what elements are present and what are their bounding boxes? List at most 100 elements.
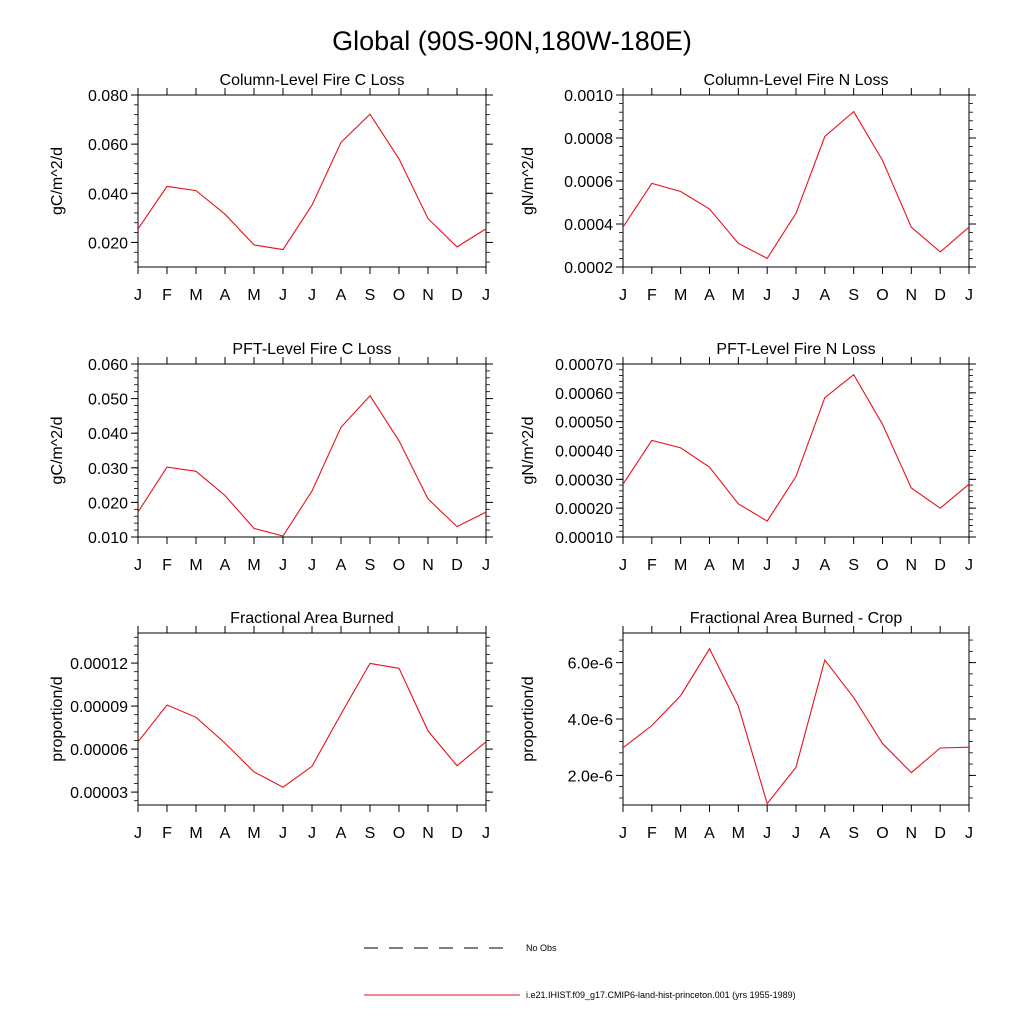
x-tick-label: F [647, 557, 657, 574]
x-tick-label: J [965, 287, 973, 304]
x-tick-label: O [876, 825, 888, 842]
x-tick-label: J [308, 287, 316, 304]
y-tick-label: 0.020 [88, 495, 128, 512]
x-tick-label: D [934, 557, 946, 574]
x-tick-label: O [876, 287, 888, 304]
x-tick-label: M [674, 825, 687, 842]
x-tick-label: D [451, 825, 463, 842]
x-tick-label: S [848, 557, 859, 574]
x-tick-label: M [247, 825, 260, 842]
x-tick-label: J [134, 825, 142, 842]
y-axis-label: gC/m^2/d [49, 417, 66, 485]
y-tick-label: 4.0e-6 [568, 712, 613, 729]
x-tick-label: S [848, 287, 859, 304]
x-tick-label: A [819, 825, 830, 842]
x-tick-label: O [393, 825, 405, 842]
x-tick-label: A [336, 557, 347, 574]
y-tick-label: 0.010 [88, 530, 128, 547]
x-tick-label: J [792, 287, 800, 304]
y-tick-label: 0.060 [88, 137, 128, 154]
x-tick-label: M [732, 825, 745, 842]
y-tick-label: 0.040 [88, 426, 128, 443]
x-tick-label: A [336, 825, 347, 842]
x-tick-label: S [365, 825, 376, 842]
x-tick-label: M [189, 287, 202, 304]
y-tick-label: 0.00050 [555, 415, 613, 432]
x-tick-label: J [619, 287, 627, 304]
y-axis-label: proportion/d [520, 676, 537, 761]
x-tick-label: N [906, 557, 918, 574]
y-axis-label: gC/m^2/d [49, 147, 66, 215]
x-tick-label: M [674, 287, 687, 304]
y-tick-label: 0.00040 [555, 444, 613, 461]
x-tick-label: A [220, 557, 231, 574]
x-tick-label: J [619, 825, 627, 842]
x-tick-label: J [279, 825, 287, 842]
y-tick-label: 0.0006 [564, 174, 613, 191]
y-tick-label: 0.0010 [564, 88, 613, 105]
x-tick-label: J [308, 557, 316, 574]
chart-panel-4: J F M A M J J A S O N D J0.000100.000200.000300.0004… [520, 341, 976, 574]
plot-frame [622, 632, 970, 806]
y-tick-label: 0.00012 [70, 656, 128, 673]
plot-frame [622, 94, 970, 268]
x-tick-label: J [482, 557, 490, 574]
series-line [137, 113, 487, 251]
x-tick-label: A [819, 557, 830, 574]
x-tick-label: F [162, 825, 172, 842]
x-tick-label: M [732, 287, 745, 304]
x-tick-label: D [934, 287, 946, 304]
y-axis-label: gN/m^2/d [520, 147, 537, 215]
x-tick-label: J [965, 557, 973, 574]
x-tick-label: D [451, 557, 463, 574]
x-tick-label: J [965, 825, 973, 842]
panels: J F M A M J J A S O N D J0.0200.0400.0600.080Column-… [49, 72, 976, 842]
y-tick-label: 6.0e-6 [568, 656, 613, 673]
plot-frame [137, 632, 487, 806]
series-line [622, 373, 970, 522]
x-tick-label: A [819, 287, 830, 304]
legend-label-2: i.e21.IHIST.f09_g17.CMIP6-land-hist-prin… [526, 990, 796, 1000]
y-tick-label: 2.0e-6 [568, 768, 613, 785]
x-tick-label: M [189, 557, 202, 574]
x-tick-label: J [134, 557, 142, 574]
chart-panel-3: J F M A M J J A S O N D J0.0100.0200.0300.0400.0500.… [49, 341, 493, 574]
chart-panel-5: J F M A M J J A S O N D J0.000030.000060.000090.0001… [49, 610, 493, 842]
y-axis-label: gN/m^2/d [520, 417, 537, 485]
x-tick-label: J [763, 287, 771, 304]
x-tick-label: F [647, 287, 657, 304]
legend: No Obs i.e21.IHIST.f09_g17.CMIP6-land-his… [364, 943, 796, 1000]
x-tick-label: J [279, 287, 287, 304]
series-line [622, 110, 970, 260]
x-tick-label: J [619, 557, 627, 574]
y-tick-label: 0.020 [88, 235, 128, 252]
x-tick-label: J [792, 557, 800, 574]
y-tick-label: 0.030 [88, 461, 128, 478]
x-tick-label: N [422, 557, 434, 574]
x-tick-label: N [906, 287, 918, 304]
x-tick-label: J [482, 287, 490, 304]
x-tick-label: M [674, 557, 687, 574]
x-tick-label: A [704, 287, 715, 304]
x-tick-label: M [247, 557, 260, 574]
x-tick-label: J [763, 825, 771, 842]
x-tick-label: J [279, 557, 287, 574]
x-tick-label: O [393, 287, 405, 304]
series-line [137, 662, 487, 788]
plot-frame [137, 363, 487, 538]
panel-title: Fractional Area Burned [230, 610, 394, 627]
panel-title: Column-Level Fire N Loss [704, 72, 889, 89]
x-tick-label: A [220, 287, 231, 304]
x-tick-label: A [220, 825, 231, 842]
y-axis-label: proportion/d [49, 676, 66, 761]
y-tick-label: 0.0008 [564, 131, 613, 148]
x-tick-label: M [247, 287, 260, 304]
y-tick-label: 0.050 [88, 392, 128, 409]
y-tick-label: 0.040 [88, 186, 128, 203]
y-tick-label: 0.00009 [70, 699, 128, 716]
y-tick-label: 0.080 [88, 88, 128, 105]
series-line [137, 394, 487, 537]
y-tick-label: 0.060 [88, 357, 128, 374]
x-tick-label: A [336, 287, 347, 304]
